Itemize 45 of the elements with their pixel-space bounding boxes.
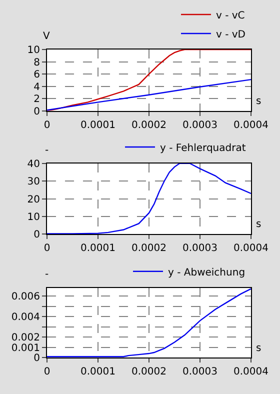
x-tick-label: 0.0001 [80,120,116,131]
y-tick-label: 0.004 [11,312,40,324]
legend-label: v - vD [216,29,246,40]
y-tick-label: 0.001 [11,342,40,354]
y-tick-label: 10 [27,212,40,224]
x-tick-label: 0.0004 [234,120,268,131]
y-tick-label: 0 [34,353,40,364]
legend-label: v - vC [216,10,245,22]
x-tick-label: 0.0002 [132,366,166,378]
y-tick-label: 0.006 [11,292,40,303]
x-axis-title: s [256,96,262,107]
y-axis-title: - [45,145,49,156]
y-tick-label: 0.002 [11,332,40,344]
y-tick-label: 4 [34,82,40,93]
x-tick-label: 0.0003 [182,366,218,378]
line-series [47,50,251,111]
y-tick-label: 6 [34,70,40,81]
y-tick-label: 0 [34,106,40,118]
x-tick-label: 0 [44,120,50,131]
x-axis-title: s [256,343,262,354]
y-tick-label: 30 [27,176,40,188]
x-tick-label: 0 [44,366,50,378]
line-series [47,288,251,358]
x-axis-title: s [256,219,262,230]
y-tick-label: 8 [34,57,40,68]
x-tick-label: 0.0004 [234,243,268,254]
y-axis-title: V [43,31,50,42]
line-series [47,163,251,234]
x-tick-label: 0.0002 [132,243,166,254]
y-tick-label: 40 [27,158,40,170]
legend-label: y - Fehlerquadrat [160,142,246,154]
line-series [47,78,251,111]
y-tick-label: 10 [27,45,40,56]
legend-label: y - Abweichung [168,267,246,278]
y-tick-label: 2 [34,94,40,106]
x-tick-label: 0.0003 [182,120,218,131]
y-tick-label: 0 [34,230,40,241]
y-tick-label: 20 [27,194,40,206]
x-tick-label: 0 [44,243,50,254]
x-tick-label: 0.0002 [132,120,166,131]
x-tick-label: 0.0003 [182,243,218,254]
x-tick-label: 0.0001 [80,366,116,378]
x-tick-label: 0.0004 [234,366,268,378]
x-tick-label: 0.0001 [80,243,116,254]
y-axis-title: - [45,269,49,280]
